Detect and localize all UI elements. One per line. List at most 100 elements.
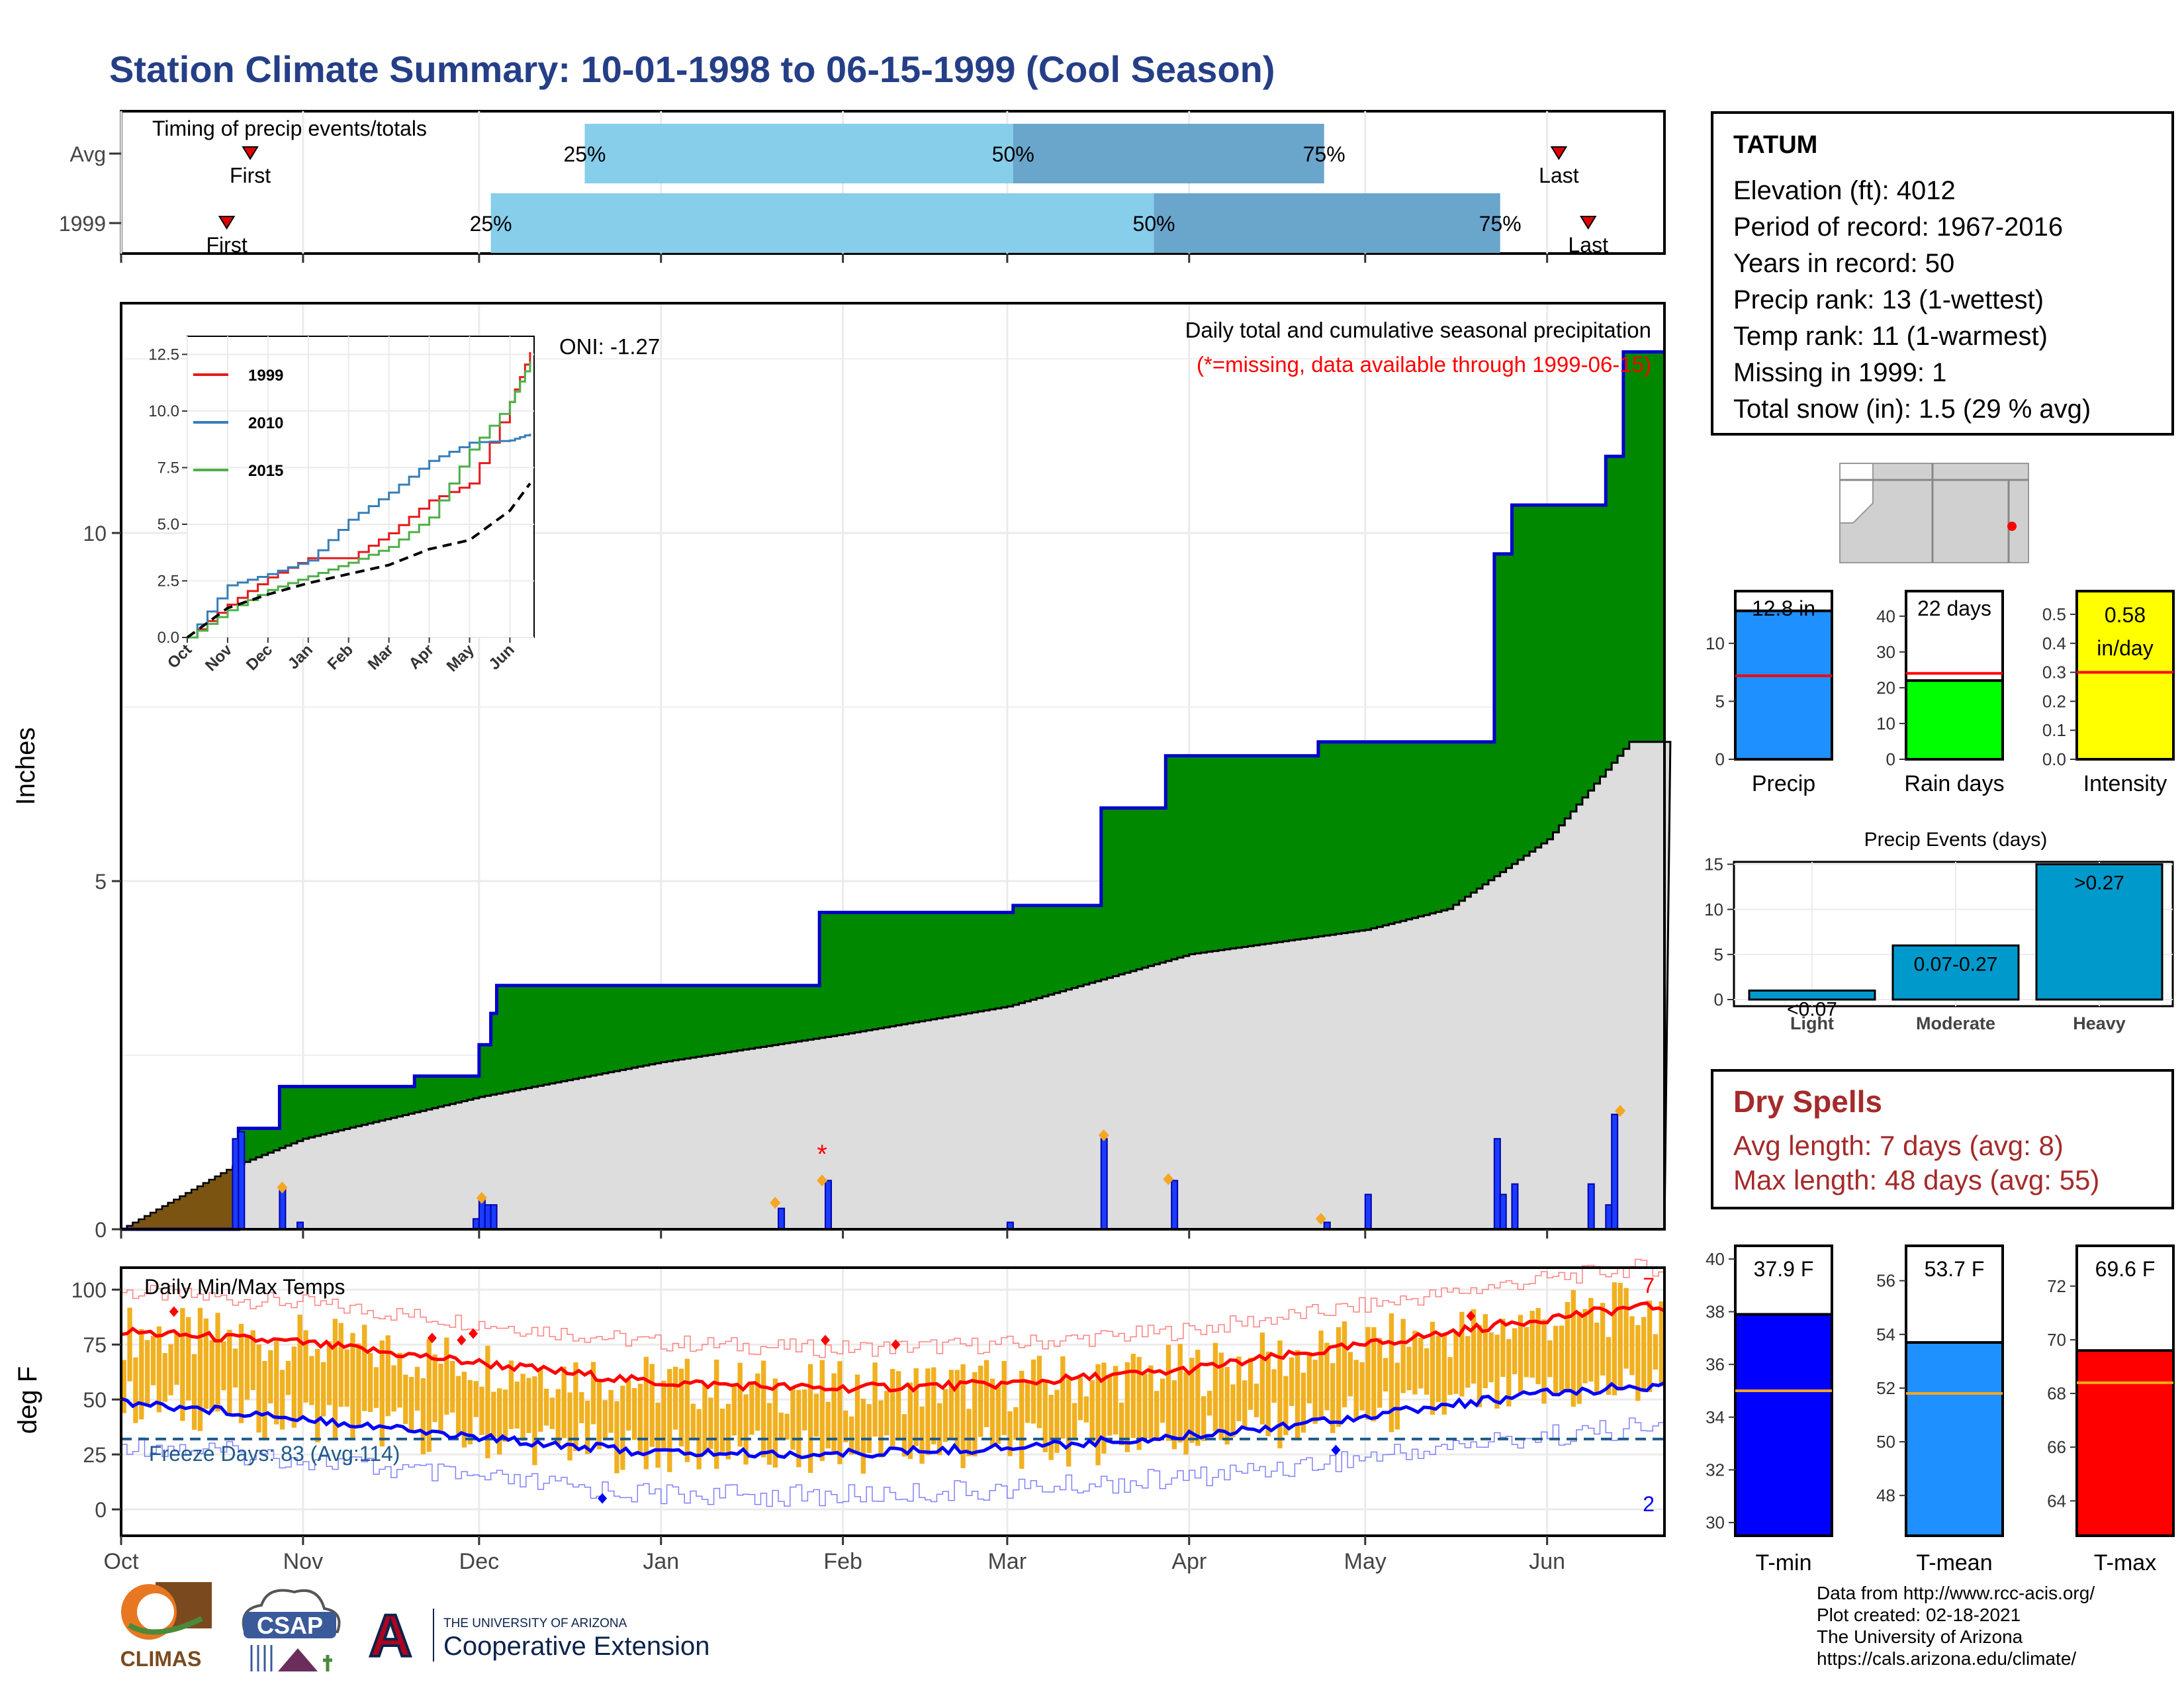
daily-temp-bar (1471, 1309, 1477, 1384)
daily-temp-bar (1171, 1380, 1177, 1450)
last-marker-label: Last (1568, 233, 1608, 257)
daily-temp-bar (180, 1308, 185, 1421)
events-y-tick-label: 0 (1714, 990, 1723, 1009)
daily-temp-bar (1295, 1350, 1300, 1440)
daily-temp-bar (326, 1341, 332, 1405)
timing-row-label: Avg (69, 142, 106, 166)
daily-temp-bar (461, 1372, 467, 1448)
daily-temp-bar (1030, 1359, 1036, 1424)
q50-label: 50% (1133, 212, 1175, 236)
daily-temp-bar (1353, 1360, 1359, 1420)
temps-y-tick-label: 100 (71, 1278, 107, 1302)
daily-temp-bar (1541, 1319, 1547, 1404)
daily-temp-bar (1582, 1309, 1588, 1383)
daily-temp-bar (1547, 1340, 1553, 1378)
temps-y-tick-label: 75 (83, 1333, 107, 1357)
snow-marker (476, 1192, 487, 1204)
daily-temp-bar (1330, 1363, 1336, 1433)
daily-temp-bar (1371, 1327, 1377, 1422)
daily-temp-bar (831, 1373, 837, 1455)
daily-temp-bar (796, 1389, 801, 1468)
daily-temp-bar (350, 1333, 355, 1438)
y-axis-title: Inches (11, 727, 40, 806)
mini-bar (2075, 590, 2175, 761)
daily-temp-bar (1306, 1352, 1312, 1404)
daily-temp-bar (1600, 1303, 1606, 1376)
mini-y-tick-label: 30 (1876, 642, 1895, 662)
daily-temp-bar (238, 1323, 244, 1423)
inset-line-series (187, 352, 531, 639)
last-marker (1579, 216, 1597, 230)
y-tick-label: 0 (95, 1218, 107, 1242)
ua-big-text: Cooperative Extension (443, 1632, 709, 1661)
daily-temp-bar (1183, 1372, 1189, 1455)
daily-temp-bar (1435, 1335, 1441, 1403)
daily-temp-bar (520, 1374, 525, 1441)
main-caption: Daily total and cumulative seasonal prec… (1185, 318, 1651, 342)
daily-temp-bar (655, 1402, 660, 1468)
mini-bar-category: Rain days (1904, 771, 2004, 796)
daily-temp-bar (567, 1392, 572, 1461)
daily-temp-bar (309, 1356, 314, 1405)
temp-y-tick-label: 50 (1876, 1432, 1895, 1452)
cumulative-precip-panel: * 0 5 10 Inches ONI: -1.27 Daily total and cum… (11, 302, 1672, 1242)
daily-temp-bar (1054, 1389, 1060, 1453)
daily-temp-bar (1271, 1369, 1277, 1403)
month-label: Jan (643, 1549, 679, 1574)
daily-temp-bar (1206, 1391, 1212, 1416)
daily-temp-bar (156, 1326, 162, 1413)
daily-temp-bar (1400, 1319, 1406, 1393)
daily-temp-bar (1347, 1352, 1353, 1397)
q25-label: 25% (563, 142, 606, 166)
station-line: Elevation (ft): 4012 (1733, 176, 1956, 205)
csap-logo: CSAP (232, 1582, 347, 1681)
events-title: Precip Events (days) (1864, 829, 2048, 851)
daily-temp-bar (1007, 1411, 1013, 1456)
mini-bar (1905, 679, 2004, 761)
record-high-marker (457, 1335, 467, 1346)
daily-temp-bar (268, 1350, 273, 1403)
last-marker-label: Last (1539, 164, 1579, 187)
daily-temp-bar (573, 1362, 578, 1451)
daily-temp-bar (543, 1388, 549, 1426)
daily-temp-bar (907, 1382, 913, 1460)
daily-temp-bar (385, 1335, 390, 1417)
daily-temp-bar (1148, 1365, 1154, 1439)
snow-marker (817, 1174, 828, 1187)
daily-temp-bar (989, 1378, 995, 1446)
timing-panel: Timing of precip events/totals Avg 25% 50% 7… (59, 105, 1692, 263)
temps-title: Daily Min/Max Temps (144, 1275, 345, 1299)
daily-precip-bar (279, 1186, 287, 1230)
snow-marker (277, 1181, 288, 1194)
mini-y-tick-label: 10 (1876, 714, 1895, 733)
daily-temp-bar (420, 1378, 426, 1454)
daily-temp-bar (584, 1401, 590, 1454)
temp-y-tick-label: 38 (1706, 1302, 1725, 1322)
temp-y-tick-label: 48 (1876, 1485, 1895, 1505)
mini-y-tick-label: 0.0 (2042, 749, 2066, 769)
mini-y-tick-label: 0.1 (2042, 720, 2066, 740)
daily-temp-bar (1424, 1348, 1430, 1395)
daily-temp-bar (491, 1391, 496, 1438)
footer-line: Plot created: 02-18-2021 (1817, 1605, 2021, 1625)
daily-temp-bar (672, 1366, 678, 1430)
daily-temp-bar (1212, 1342, 1218, 1432)
mini-bar-category: Intensity (2083, 771, 2167, 796)
month-label: Mar (988, 1549, 1027, 1574)
daily-temp-bar (338, 1323, 343, 1407)
inset-y-tick-label: 10.0 (148, 402, 179, 420)
event-bar (1748, 989, 1876, 1001)
daily-temp-bar (1165, 1344, 1171, 1441)
record-high-count: 7 (1643, 1274, 1655, 1297)
record-low-count: 2 (1643, 1492, 1655, 1516)
daily-temp-bar (1465, 1336, 1471, 1388)
daily-temp-bar (291, 1346, 297, 1428)
daily-temp-bar (1388, 1313, 1394, 1432)
early-season-deficit (121, 1163, 246, 1230)
daily-temp-bar (626, 1380, 631, 1431)
daily-temp-bar (1201, 1396, 1206, 1441)
daily-temp-bar (1617, 1283, 1623, 1391)
daily-temp-bar (1089, 1380, 1095, 1443)
dry-spells-title: Dry Spells (1733, 1084, 1882, 1119)
